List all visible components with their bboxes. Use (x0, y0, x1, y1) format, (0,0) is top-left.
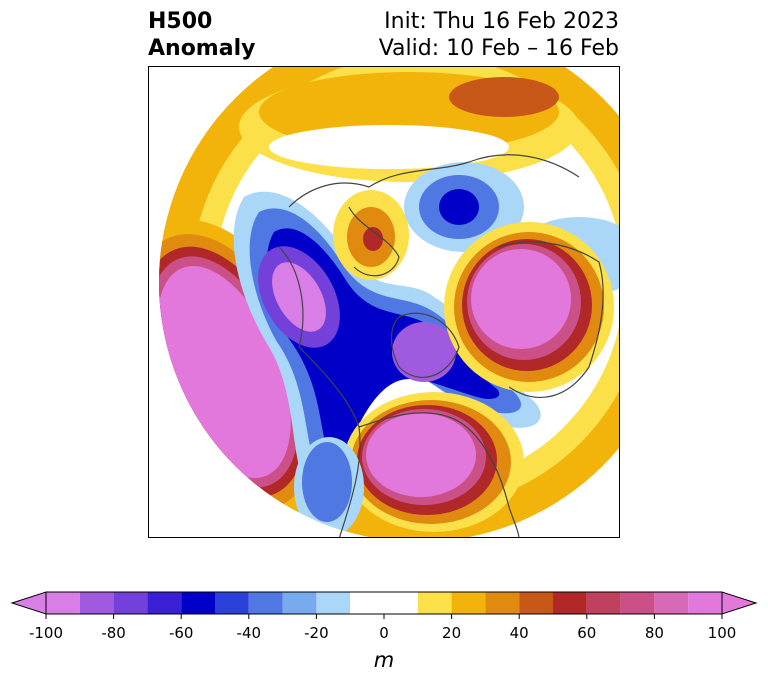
map-canvas (159, 67, 619, 537)
europe-positive-core (471, 249, 571, 349)
coastlines (278, 154, 604, 537)
colorbar-segment (620, 592, 655, 614)
colorbar-segment (688, 592, 722, 614)
north-america-west-coast (278, 246, 361, 537)
alaska-negative-min (272, 262, 326, 332)
colorbar-tick-label: 60 (577, 624, 597, 642)
hudson-bay-coast (348, 206, 400, 277)
siberia-positive-core (449, 77, 559, 117)
colorbar-tick-label: -40 (236, 624, 262, 642)
colorbar-segment (147, 592, 182, 614)
greenland-outline (390, 312, 460, 378)
north-america-east-coast (358, 412, 520, 537)
colorbar-segment (282, 592, 317, 614)
colorbar-tick-label: -80 (101, 624, 126, 642)
hudson-positive-core (363, 227, 383, 251)
colorbar-segment (451, 592, 486, 614)
arctic-coastline (288, 154, 580, 208)
colorbar-segment (46, 592, 80, 614)
colorbar-segment (485, 592, 520, 614)
eastus-positive-core (366, 413, 476, 497)
anomaly-field (159, 67, 619, 537)
colorbar-segment (181, 592, 215, 614)
colorbar-tick-label: 40 (509, 624, 529, 642)
colorbar-tick-label: 0 (379, 624, 389, 642)
colorbar-tick-label: 80 (644, 624, 664, 642)
colorbar-tick-label: -60 (168, 624, 194, 642)
europe-coastline (498, 241, 604, 398)
southwest-negative-core (302, 442, 352, 522)
colorbar-segment (654, 592, 689, 614)
colorbar-segment (350, 592, 418, 614)
arctic-neutral-gap (269, 125, 509, 169)
colorbar-extend-high (721, 591, 758, 615)
colorbar-segment (79, 592, 114, 614)
colorbar-tick-label: 20 (442, 624, 462, 642)
map-title: H500 Anomaly (148, 8, 255, 62)
colorbar-units: m (373, 648, 395, 672)
colorbar-segment (248, 592, 283, 614)
colorbar-tick-label: -100 (28, 624, 64, 642)
colorbar-extend-low (10, 591, 47, 615)
barents-negative-core (439, 189, 479, 225)
init-date: Init: Thu 16 Feb 2023 (384, 9, 619, 34)
greenland-negative-core (392, 322, 456, 382)
colorbar-segment (519, 592, 553, 614)
colorbar-segment (316, 592, 351, 614)
colorbar-segment (215, 592, 249, 614)
title-line-2: Anomaly (148, 36, 256, 61)
colorbar-segments (46, 592, 722, 614)
map-dates: Init: Thu 16 Feb 2023 Valid: 10 Feb – 16… (379, 8, 619, 62)
colorbar (10, 591, 758, 619)
valid-range: Valid: 10 Feb – 16 Feb (378, 36, 619, 61)
colorbar-segment (553, 592, 587, 614)
colorbar-segment (417, 592, 452, 614)
colorbar-tick-label: 100 (707, 624, 737, 642)
colorbar-segment (113, 592, 148, 614)
colorbar-segment (586, 592, 621, 614)
anomaly-map[interactable] (148, 66, 620, 538)
colorbar-ticks (45, 614, 723, 619)
title-line-1: H500 (148, 9, 213, 34)
colorbar-tick-label: -20 (304, 624, 329, 642)
